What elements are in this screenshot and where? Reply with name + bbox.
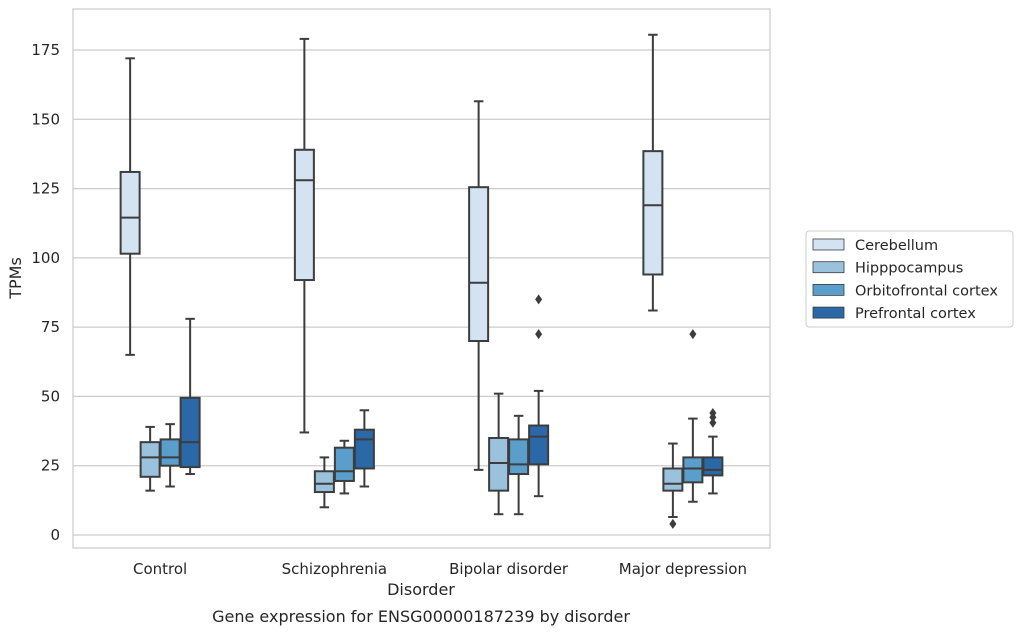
legend-swatch — [812, 306, 845, 319]
legend-swatch — [812, 261, 845, 274]
y-tick-label: 0 — [50, 526, 60, 544]
box-cerebellum — [119, 57, 141, 356]
outlier-point — [689, 329, 697, 340]
x-tick-label: Major depression — [619, 560, 747, 578]
y-tick-label: 125 — [31, 180, 60, 198]
box-prefrontal-cortex — [702, 408, 724, 495]
box-iqr — [293, 148, 315, 282]
box-iqr — [333, 446, 355, 482]
box-hipppocampus — [313, 456, 335, 509]
y-tick-label: 100 — [31, 249, 60, 267]
x-tick-label: Schizophrenia — [282, 560, 387, 578]
box-iqr — [488, 437, 510, 492]
legend-label: Hipppocampus — [855, 261, 963, 277]
legend: Cerebellum Hipppocampus Orbitofrontal cort… — [805, 230, 1014, 328]
box-hipppocampus — [139, 425, 161, 492]
chart-title: Gene expression for ENSG00000187239 by d… — [212, 607, 630, 626]
box-orbitofrontal-cortex — [508, 414, 530, 516]
box-iqr — [702, 456, 724, 477]
box-iqr — [139, 441, 161, 478]
box-orbitofrontal-cortex — [333, 439, 355, 495]
y-axis-label: TPMs — [6, 257, 25, 300]
box-hipppocampus — [488, 392, 510, 516]
box-prefrontal-cortex — [528, 294, 550, 498]
box-orbitofrontal-cortex — [159, 423, 181, 488]
legend-label: Prefrontal cortex — [855, 306, 976, 322]
x-tick-label: Bipolar disorder — [449, 560, 569, 578]
legend-label: Orbitofrontal cortex — [855, 283, 998, 299]
box-iqr — [468, 186, 490, 342]
y-tick-label: 150 — [31, 110, 60, 128]
box-iqr — [353, 428, 375, 470]
box-iqr — [528, 424, 550, 466]
box-prefrontal-cortex — [179, 317, 201, 476]
y-tick-label: 50 — [41, 387, 60, 405]
legend-label: Cerebellum — [855, 238, 938, 254]
box-iqr — [682, 456, 704, 484]
box-iqr — [119, 170, 141, 255]
box-iqr — [508, 438, 530, 476]
outlier-point — [535, 294, 543, 305]
box-iqr — [662, 467, 684, 492]
x-axis-label: Disorder — [387, 580, 455, 599]
box-iqr — [313, 470, 335, 494]
outlier-point — [709, 408, 717, 419]
legend-swatch — [812, 283, 845, 296]
box-iqr — [642, 150, 664, 276]
box-prefrontal-cortex — [353, 409, 375, 488]
box-cerebellum — [642, 33, 664, 312]
y-tick-label: 175 — [31, 41, 60, 59]
x-tick-labels: Control Schizophrenia Bipolar disorder Majo… — [133, 560, 747, 578]
box-iqr — [179, 396, 201, 469]
box-cerebellum — [293, 37, 315, 434]
x-tick-label: Control — [133, 560, 187, 578]
outlier-point — [709, 417, 717, 428]
legend-swatch — [812, 238, 845, 251]
plot-frame — [72, 8, 771, 549]
box-iqr — [159, 438, 181, 467]
box-cerebellum — [468, 100, 490, 471]
outlier-point — [535, 329, 543, 340]
box-hipppocampus — [662, 442, 684, 529]
legend-frame — [805, 230, 1014, 328]
y-tick-label: 25 — [41, 457, 60, 475]
y-tick-labels: 0 25 50 75 100 125 150 175 — [31, 41, 60, 544]
outlier-point — [669, 518, 677, 529]
y-tick-label: 75 — [41, 318, 60, 336]
boxes — [119, 33, 724, 529]
box-orbitofrontal-cortex — [682, 329, 704, 503]
